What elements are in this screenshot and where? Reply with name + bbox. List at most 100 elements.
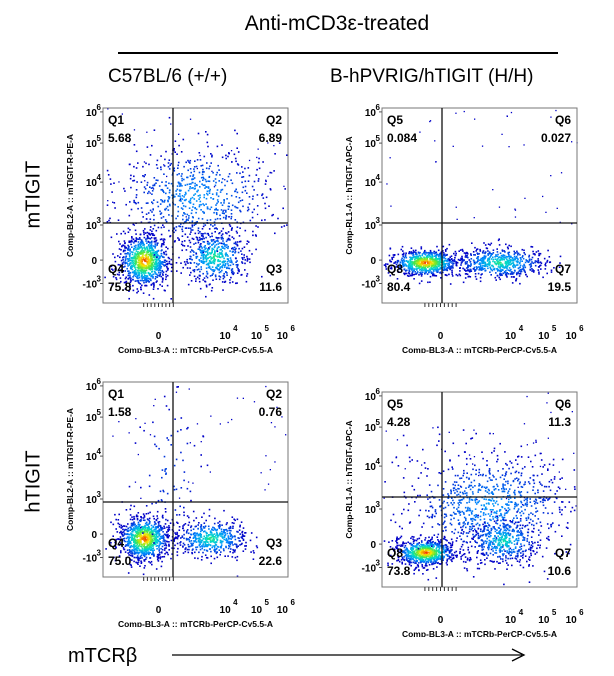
quadrant-percent: 11.6: [259, 280, 282, 294]
y-tick-label: 10: [365, 505, 377, 516]
x-tick-label: 0: [438, 615, 444, 626]
y-tick-label: 10: [365, 108, 377, 119]
plot-frame: [102, 107, 289, 304]
y-tick-exponent: 5: [97, 408, 102, 417]
y-axis-title: Comp-RL1-A :: hTIGIT-APC-A: [344, 136, 354, 254]
quadrant-percent: 22.6: [259, 554, 283, 568]
x-axis-label: mTCRβ: [68, 645, 138, 667]
quadrant-name: Q8: [387, 262, 403, 276]
y-tick-label: 0: [91, 256, 97, 267]
y-tick-label: 10: [86, 178, 98, 189]
y-tick-label: 10: [365, 178, 377, 189]
y-tick-label: -10: [362, 280, 377, 291]
quadrant-name: Q1: [108, 387, 124, 401]
y-tick-label: 10: [365, 423, 377, 434]
quadrant-percent: 5.68: [108, 131, 132, 145]
y-axis-title: Comp-BL2-A :: mTIGIT-R-PE-A: [65, 134, 75, 257]
x-tick-label: 0: [438, 331, 444, 342]
y-tick-exponent: 3: [97, 275, 102, 284]
y-tick-exponent: 3: [97, 216, 102, 225]
y-tick-label: 10: [86, 382, 98, 393]
y-tick-exponent: 6: [376, 387, 381, 396]
x-tick-exponent: 6: [290, 598, 295, 607]
y-tick-exponent: 3: [97, 549, 102, 558]
x-tick-label: 10: [251, 331, 263, 342]
y-tick-label: 10: [86, 221, 98, 232]
y-tick-exponent: 6: [97, 377, 102, 386]
quadrant-name: Q1: [108, 113, 124, 127]
x-tick-label: 10: [566, 615, 578, 626]
x-tick-label: 10: [277, 331, 289, 342]
x-tick-exponent: 6: [579, 324, 584, 333]
quadrant-name: Q3: [266, 262, 282, 276]
y-tick-exponent: 3: [376, 559, 381, 568]
quadrant-name: Q2: [266, 387, 282, 401]
y-tick-exponent: 6: [376, 103, 381, 112]
figure-title: Anti-mCD3ε-treated: [244, 12, 430, 35]
column-header-right: B-hPVRIG/hTIGIT (H/H): [330, 66, 534, 87]
y-tick-label: 0: [370, 540, 376, 551]
y-axis-title: Comp-BL2-A :: mTIGIT-R-PE-A: [65, 408, 75, 531]
x-tick-exponent: 6: [579, 608, 584, 617]
events-cloud: [383, 392, 577, 586]
y-tick-label: 10: [86, 139, 98, 150]
quadrant-name: Q5: [387, 113, 403, 127]
x-tick-label: 10: [277, 605, 289, 616]
y-tick-exponent: 5: [376, 134, 381, 143]
y-tick-exponent: 4: [97, 173, 102, 182]
x-tick-label: 0: [156, 605, 162, 616]
x-tick-exponent: 4: [233, 324, 238, 333]
quadrant-percent: 19.5: [548, 280, 572, 294]
x-tick-exponent: 6: [290, 324, 295, 333]
quadrant-percent: 4.28: [387, 415, 411, 429]
y-tick-label: -10: [362, 564, 377, 575]
row-label-bottom: hTIGIT: [22, 450, 45, 513]
x-axis-title: Comp-BL3-A :: mTCRb-PerCP-Cy5.5-A: [402, 629, 557, 637]
x-axis-title: Comp-BL3-A :: mTCRb-PerCP-Cy5.5-A: [118, 345, 273, 353]
x-tick-label: 10: [538, 331, 550, 342]
x-tick-exponent: 5: [552, 608, 557, 617]
quadrant-name: Q8: [387, 546, 403, 560]
quadrant-name: Q5: [387, 397, 403, 411]
quadrant-name: Q6: [555, 397, 571, 411]
x-axis-title: Comp-BL3-A :: mTCRb-PerCP-Cy5.5-A: [402, 345, 557, 353]
x-tick-label: 10: [566, 331, 578, 342]
events-cloud: [104, 108, 288, 300]
quadrant-percent: 0.084: [387, 131, 417, 145]
y-tick-exponent: 6: [97, 103, 102, 112]
y-tick-label: 0: [370, 256, 376, 267]
quadrant-percent: 75.0: [108, 554, 132, 568]
y-tick-label: 0: [91, 530, 97, 541]
quadrant-name: Q2: [266, 113, 282, 127]
quadrant-percent: 0.76: [259, 405, 283, 419]
quadrant-percent: 80.4: [387, 280, 411, 294]
x-tick-label: 10: [538, 615, 550, 626]
x-tick-exponent: 5: [265, 324, 270, 333]
quadrant-percent: 73.8: [387, 564, 411, 578]
quadrant-percent: 10.6: [548, 564, 572, 578]
y-tick-label: 10: [86, 413, 98, 424]
y-tick-exponent: 3: [376, 500, 381, 509]
y-tick-exponent: 4: [376, 173, 381, 182]
x-tick-label: 10: [251, 605, 263, 616]
quadrant-percent: 75.8: [108, 280, 132, 294]
x-tick-label: 0: [156, 331, 162, 342]
events-cloud: [383, 109, 578, 285]
x-axis-title: Comp-BL3-A :: mTCRb-PerCP-Cy5.5-A: [118, 619, 273, 627]
row-label-top: mTIGIT: [22, 160, 45, 229]
quadrant-percent: 11.3: [548, 415, 571, 429]
x-tick-exponent: 4: [519, 608, 524, 617]
plot-frame: [381, 107, 578, 304]
x-tick-label: 10: [220, 605, 232, 616]
quadrant-percent: 6.89: [259, 131, 283, 145]
y-tick-label: 10: [86, 452, 98, 463]
quadrant-name: Q4: [108, 262, 124, 276]
plot-frame: [102, 381, 289, 578]
title-underline: [118, 52, 558, 54]
y-tick-exponent: 5: [376, 418, 381, 427]
plot-frame: [381, 391, 578, 588]
quadrant-name: Q6: [555, 113, 571, 127]
